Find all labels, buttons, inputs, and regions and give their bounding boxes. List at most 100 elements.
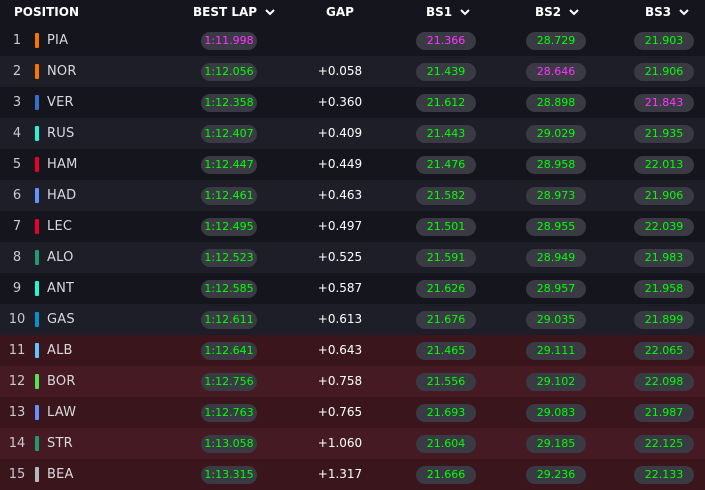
position-number: 12 xyxy=(8,374,26,389)
position-number: 3 xyxy=(12,95,22,110)
bs1-time: 21.465 xyxy=(416,342,476,360)
bs2-time: 29.185 xyxy=(526,435,586,453)
header-best-lap-label: BEST LAP xyxy=(193,5,258,19)
gap-value: +0.525 xyxy=(317,250,363,264)
table-row[interactable]: 1 PIA 1:11.998 21.366 28.729 21.903 xyxy=(0,25,705,56)
gap-value: +0.643 xyxy=(317,343,363,357)
gap-value: +1.060 xyxy=(317,436,363,450)
position-number: 2 xyxy=(12,64,22,79)
gap-value: +0.497 xyxy=(317,219,363,233)
gap-value: +1.317 xyxy=(317,467,363,481)
bs2-time: 28.898 xyxy=(526,94,586,112)
bs3-time: 21.906 xyxy=(634,187,694,205)
header-bs3[interactable]: BS3 xyxy=(645,0,690,25)
team-color-bar xyxy=(35,467,39,482)
bs2-time: 29.029 xyxy=(526,125,586,143)
bs1-time: 21.439 xyxy=(416,63,476,81)
bs2-time: 29.111 xyxy=(526,342,586,360)
team-color-bar xyxy=(35,219,39,234)
table-header: POSITION BEST LAP GAP BS1 BS2 BS3 xyxy=(0,0,705,25)
bs1-time: 21.626 xyxy=(416,280,476,298)
bs2-time: 29.236 xyxy=(526,466,586,484)
header-position: POSITION xyxy=(14,5,79,19)
best-lap-time: 1:13.058 xyxy=(201,435,257,453)
bs3-time: 22.013 xyxy=(634,156,694,174)
position-number: 14 xyxy=(8,436,26,451)
table-row[interactable]: 12 BOR 1:12.756 +0.758 21.556 29.102 22.098 xyxy=(0,366,705,397)
header-bs2[interactable]: BS2 xyxy=(535,0,580,25)
table-row[interactable]: 8 ALO 1:12.523 +0.525 21.591 28.949 21.983 xyxy=(0,242,705,273)
gap-value: +0.409 xyxy=(317,126,363,140)
position-number: 1 xyxy=(12,33,22,48)
gap-value: +0.360 xyxy=(317,95,363,109)
best-lap-time: 1:12.641 xyxy=(201,342,257,360)
driver-code: ALB xyxy=(47,343,73,358)
bs2-time: 28.957 xyxy=(526,280,586,298)
bs1-time: 21.666 xyxy=(416,466,476,484)
bs3-time: 21.935 xyxy=(634,125,694,143)
position-number: 13 xyxy=(8,405,26,420)
bs2-time: 28.949 xyxy=(526,249,586,267)
bs3-time: 21.958 xyxy=(634,280,694,298)
best-lap-time: 1:12.611 xyxy=(201,311,257,329)
bs1-time: 21.591 xyxy=(416,249,476,267)
position-number: 7 xyxy=(12,219,22,234)
best-lap-time: 1:12.585 xyxy=(201,280,257,298)
bs2-time: 29.035 xyxy=(526,311,586,329)
team-color-bar xyxy=(35,436,39,451)
bs1-time: 21.366 xyxy=(416,32,476,50)
table-row[interactable]: 11 ALB 1:12.641 +0.643 21.465 29.111 22.065 xyxy=(0,335,705,366)
header-bs2-label: BS2 xyxy=(535,5,562,19)
team-color-bar xyxy=(35,188,39,203)
driver-code: GAS xyxy=(47,312,75,327)
table-row[interactable]: 3 VER 1:12.358 +0.360 21.612 28.898 21.843 xyxy=(0,87,705,118)
team-color-bar xyxy=(35,95,39,110)
driver-code: LEC xyxy=(47,219,73,234)
driver-code: NOR xyxy=(47,64,77,79)
chevron-down-icon xyxy=(265,9,275,16)
gap-value: +0.058 xyxy=(317,64,363,78)
bs3-time: 22.133 xyxy=(634,466,694,484)
table-row[interactable]: 13 LAW 1:12.763 +0.765 21.693 29.083 21.987 xyxy=(0,397,705,428)
bs1-time: 21.501 xyxy=(416,218,476,236)
position-number: 8 xyxy=(12,250,22,265)
driver-code: BEA xyxy=(47,467,74,482)
driver-code: BOR xyxy=(47,374,76,389)
table-row[interactable]: 2 NOR 1:12.056 +0.058 21.439 28.646 21.906 xyxy=(0,56,705,87)
bs3-time: 22.098 xyxy=(634,373,694,391)
best-lap-time: 1:12.461 xyxy=(201,187,257,205)
table-row[interactable]: 14 STR 1:13.058 +1.060 21.604 29.185 22.125 xyxy=(0,428,705,459)
bs1-time: 21.556 xyxy=(416,373,476,391)
table-row[interactable]: 9 ANT 1:12.585 +0.587 21.626 28.957 21.958 xyxy=(0,273,705,304)
position-number: 5 xyxy=(12,157,22,172)
driver-code: LAW xyxy=(47,405,77,420)
table-row[interactable]: 5 HAM 1:12.447 +0.449 21.476 28.958 22.013 xyxy=(0,149,705,180)
table-row[interactable]: 10 GAS 1:12.611 +0.613 21.676 29.035 21.899 xyxy=(0,304,705,335)
position-number: 6 xyxy=(12,188,22,203)
bs1-time: 21.443 xyxy=(416,125,476,143)
best-lap-time: 1:12.407 xyxy=(201,125,257,143)
header-bs1[interactable]: BS1 xyxy=(426,0,471,25)
table-row[interactable]: 7 LEC 1:12.495 +0.497 21.501 28.955 22.039 xyxy=(0,211,705,242)
best-lap-time: 1:12.756 xyxy=(201,373,257,391)
table-row[interactable]: 15 BEA 1:13.315 +1.317 21.666 29.236 22.133 xyxy=(0,459,705,490)
bs2-time: 28.973 xyxy=(526,187,586,205)
gap-value: +0.765 xyxy=(317,405,363,419)
chevron-down-icon xyxy=(460,9,471,16)
gap-value: +0.587 xyxy=(317,281,363,295)
bs1-time: 21.604 xyxy=(416,435,476,453)
best-lap-time: 1:12.495 xyxy=(201,218,257,236)
driver-code: ANT xyxy=(47,281,75,296)
table-row[interactable]: 4 RUS 1:12.407 +0.409 21.443 29.029 21.935 xyxy=(0,118,705,149)
team-color-bar xyxy=(35,281,39,296)
position-number: 9 xyxy=(12,281,22,296)
bs3-time: 21.983 xyxy=(634,249,694,267)
best-lap-time: 1:11.998 xyxy=(201,32,257,50)
header-best-lap[interactable]: BEST LAP xyxy=(193,0,275,25)
bs1-time: 21.612 xyxy=(416,94,476,112)
gap-value: +0.758 xyxy=(317,374,363,388)
table-row[interactable]: 6 HAD 1:12.461 +0.463 21.582 28.973 21.906 xyxy=(0,180,705,211)
position-number: 11 xyxy=(8,343,26,358)
bs3-time: 22.065 xyxy=(634,342,694,360)
